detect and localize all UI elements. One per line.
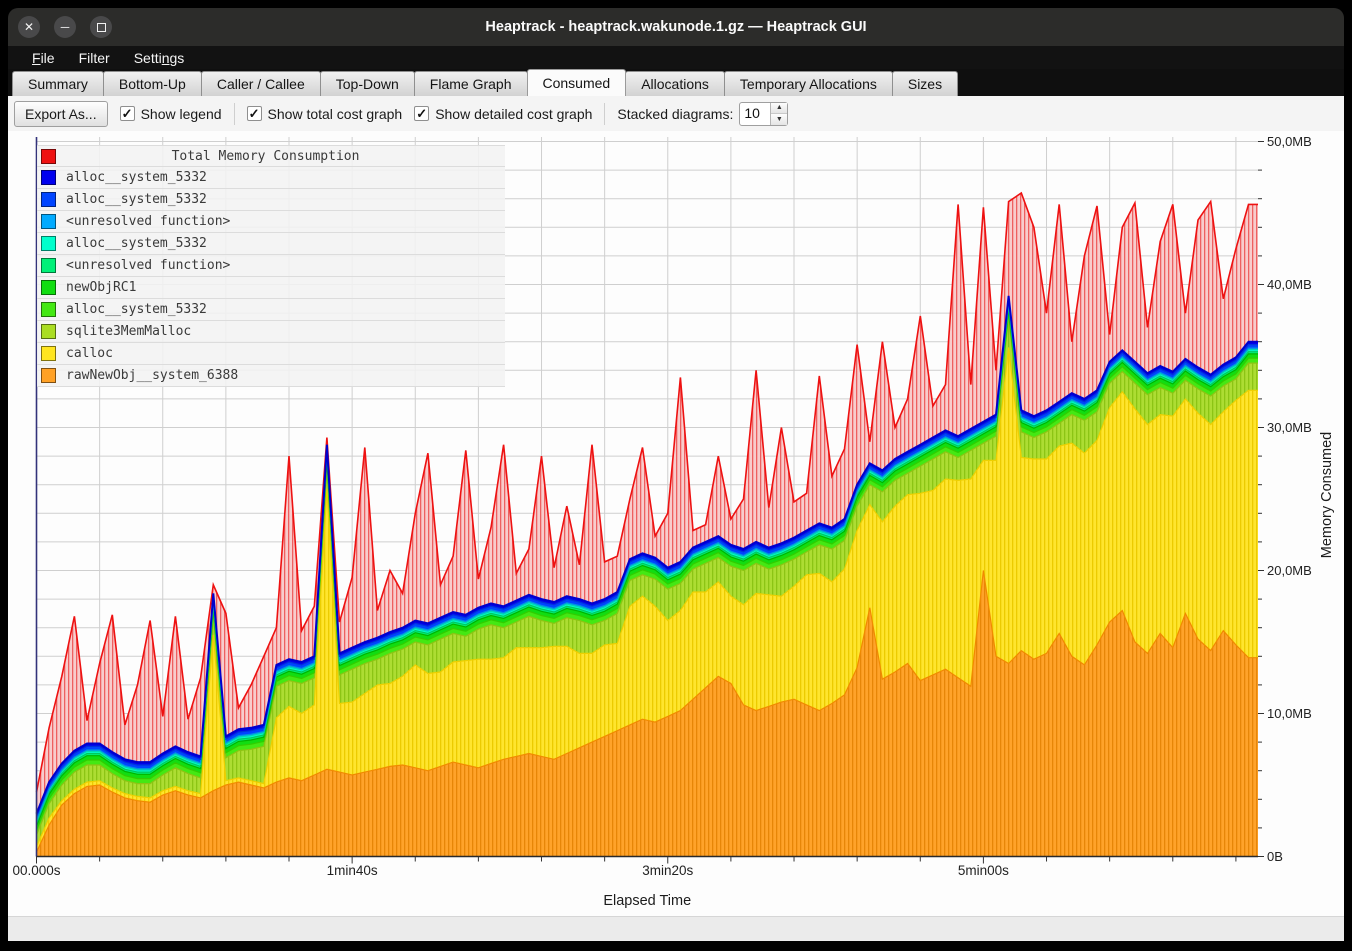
export-as-button[interactable]: Export As... bbox=[14, 100, 108, 127]
checkbox-label: Show detailed cost graph bbox=[435, 105, 593, 122]
legend-item: alloc__system_5332 bbox=[37, 189, 505, 211]
legend-label: calloc bbox=[66, 346, 113, 361]
legend-title-row: Total Memory Consumption bbox=[37, 145, 505, 167]
maximize-icon[interactable] bbox=[90, 16, 112, 38]
window-title: Heaptrack - heaptrack.wakunode.1.gz — He… bbox=[485, 19, 867, 35]
chart-legend: Total Memory Consumption alloc__system_53… bbox=[37, 145, 505, 387]
tab-flame-graph[interactable]: Flame Graph bbox=[413, 71, 528, 96]
spinner-up-icon[interactable]: ▲ bbox=[771, 102, 788, 114]
legend-label: sqlite3MemMalloc bbox=[66, 324, 192, 339]
legend-swatch bbox=[41, 346, 56, 361]
checkbox-box: ✓ bbox=[119, 106, 135, 121]
show-legend-checkbox[interactable]: ✓ Show legend bbox=[119, 105, 222, 122]
legend-label: Total Memory Consumption bbox=[171, 148, 360, 164]
menu-file[interactable]: File bbox=[32, 49, 55, 66]
legend-swatch bbox=[41, 280, 56, 295]
legend-swatch bbox=[41, 148, 56, 164]
legend-item: newObjRC1 bbox=[37, 277, 505, 299]
tab-summary[interactable]: Summary bbox=[12, 71, 104, 96]
legend-label: alloc__system_5332 bbox=[66, 302, 207, 317]
tab-top-down[interactable]: Top-Down bbox=[319, 71, 415, 96]
spinner-value[interactable]: 10 bbox=[744, 104, 760, 121]
check-icon: ✓ bbox=[248, 106, 260, 121]
check-icon: ✓ bbox=[121, 106, 133, 121]
legend-swatch bbox=[41, 368, 56, 383]
status-bar bbox=[8, 916, 1344, 941]
legend-swatch bbox=[41, 214, 56, 229]
legend-item: <unresolved function> bbox=[37, 211, 505, 233]
show-detailed-cost-checkbox[interactable]: ✓ Show detailed cost graph bbox=[414, 106, 592, 122]
legend-label: alloc__system_5332 bbox=[66, 170, 207, 185]
toolbar: Export As... ✓ Show legend ✓ Show total … bbox=[8, 96, 1344, 131]
legend-item: calloc bbox=[37, 343, 505, 365]
tab-allocations[interactable]: Allocations bbox=[625, 71, 725, 96]
legend-swatch bbox=[41, 324, 56, 339]
menu-settings[interactable]: Settings bbox=[133, 49, 185, 66]
legend-label: rawNewObj__system_6388 bbox=[66, 368, 239, 383]
minimize-icon[interactable]: ─ bbox=[54, 16, 76, 38]
legend-label: alloc__system_5332 bbox=[66, 236, 207, 251]
check-icon: ✓ bbox=[416, 106, 428, 121]
stacked-diagrams-spinner[interactable]: 10 ▲ ▼ bbox=[739, 101, 789, 126]
tab-sizes[interactable]: Sizes bbox=[891, 71, 959, 96]
toolbar-separator bbox=[233, 102, 235, 125]
legend-label: <unresolved function> bbox=[66, 258, 231, 273]
checkbox-box: ✓ bbox=[246, 106, 262, 121]
toolbar-separator bbox=[604, 102, 606, 125]
tab-caller-callee[interactable]: Caller / Callee bbox=[200, 71, 321, 96]
menu-bar: File Filter Settings bbox=[8, 46, 1344, 69]
spinner-down-icon[interactable]: ▼ bbox=[771, 114, 788, 125]
legend-swatch bbox=[41, 236, 56, 251]
tab-consumed[interactable]: Consumed bbox=[526, 69, 627, 96]
legend-item: alloc__system_5332 bbox=[37, 233, 505, 255]
show-total-cost-checkbox[interactable]: ✓ Show total cost graph bbox=[246, 105, 403, 122]
tab-bar: Summary Bottom-Up Caller / Callee Top-Down F… bbox=[8, 69, 1344, 96]
legend-swatch bbox=[41, 192, 56, 207]
checkbox-label: Show legend bbox=[140, 105, 222, 122]
legend-label: newObjRC1 bbox=[66, 280, 137, 295]
title-bar[interactable]: ✕ ─ Heaptrack - heaptrack.wakunode.1.gz … bbox=[8, 8, 1344, 46]
close-icon[interactable]: ✕ bbox=[18, 16, 40, 38]
legend-item: sqlite3MemMalloc bbox=[37, 321, 505, 343]
legend-item: alloc__system_5332 bbox=[37, 167, 505, 189]
legend-label: alloc__system_5332 bbox=[66, 192, 207, 207]
legend-swatch bbox=[41, 302, 56, 317]
tab-bottom-up[interactable]: Bottom-Up bbox=[102, 71, 202, 96]
menu-filter[interactable]: Filter bbox=[78, 49, 110, 66]
stacked-diagrams-label: Stacked diagrams: bbox=[617, 105, 734, 122]
checkbox-box: ✓ bbox=[414, 106, 430, 121]
legend-swatch bbox=[41, 258, 56, 273]
legend-item: alloc__system_5332 bbox=[37, 299, 505, 321]
tab-temporary-allocations[interactable]: Temporary Allocations bbox=[723, 71, 893, 96]
legend-label: <unresolved function> bbox=[66, 214, 231, 229]
legend-item: rawNewObj__system_6388 bbox=[37, 365, 505, 387]
window-controls: ✕ ─ bbox=[18, 16, 112, 38]
checkbox-label: Show total cost graph bbox=[267, 105, 403, 122]
legend-swatch bbox=[41, 170, 56, 185]
legend-item: <unresolved function> bbox=[37, 255, 505, 277]
